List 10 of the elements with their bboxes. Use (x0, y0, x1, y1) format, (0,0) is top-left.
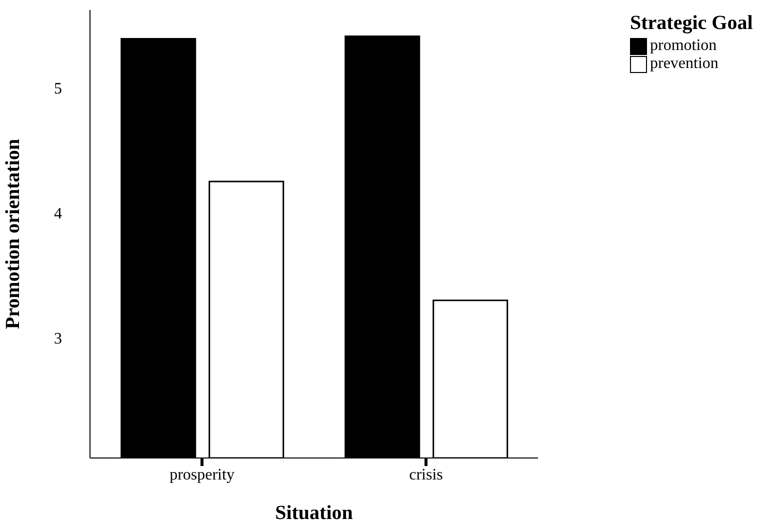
x-tick-label: crisis (409, 466, 443, 484)
legend-label: promotion (650, 37, 717, 55)
legend-label: prevention (650, 55, 718, 73)
y-tick-label: 4 (54, 205, 62, 222)
x-tick-label: prosperity (170, 466, 234, 484)
y-tick-label: 5 (54, 80, 62, 98)
legend-title: Strategic Goal (630, 12, 753, 35)
y-tick-label: 3 (54, 330, 62, 348)
x-axis-title: Situation (275, 502, 353, 524)
y-axis-title: Promotion orientation (2, 138, 24, 330)
